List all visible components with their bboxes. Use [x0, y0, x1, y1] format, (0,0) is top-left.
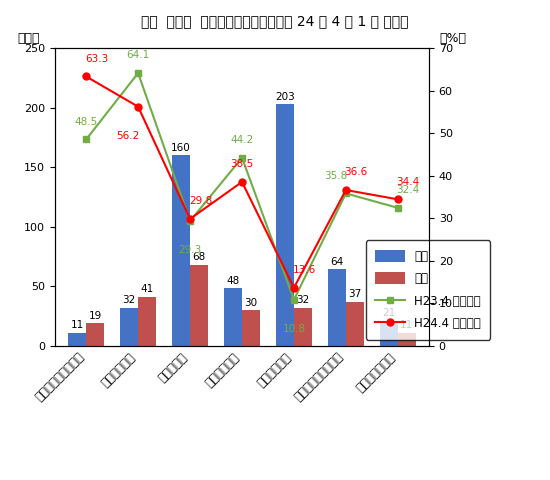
Text: 64: 64	[330, 257, 343, 267]
Bar	[294, 308, 312, 346]
Bar	[398, 333, 416, 346]
Text: 36.6: 36.6	[345, 167, 368, 177]
Text: 29.3: 29.3	[178, 245, 202, 255]
Text: 21: 21	[382, 308, 395, 318]
Text: 37: 37	[348, 289, 361, 299]
Bar	[346, 301, 364, 346]
Bar	[86, 323, 104, 346]
Text: 63.3: 63.3	[85, 54, 108, 64]
Text: 11: 11	[70, 320, 84, 330]
Bar	[138, 297, 156, 346]
Bar	[276, 104, 294, 346]
Text: 32: 32	[296, 295, 310, 305]
Text: 32: 32	[123, 295, 136, 305]
Text: 35.8: 35.8	[324, 171, 347, 180]
Text: 64.1: 64.1	[126, 50, 150, 60]
Text: 44.2: 44.2	[230, 135, 254, 145]
Bar	[242, 310, 260, 346]
Bar	[224, 288, 242, 346]
Text: 48: 48	[226, 276, 240, 286]
Bar	[190, 264, 208, 346]
Text: 32.4: 32.4	[397, 185, 420, 195]
Text: 13.6: 13.6	[293, 265, 316, 275]
Text: 30: 30	[245, 298, 257, 308]
Bar	[120, 308, 138, 346]
Text: 68: 68	[192, 252, 206, 262]
Text: （人）: （人）	[18, 32, 40, 45]
Text: 34.4: 34.4	[397, 177, 420, 187]
Bar	[68, 333, 86, 346]
Text: 29.8: 29.8	[189, 196, 212, 206]
Bar	[172, 155, 190, 346]
Text: 48.5: 48.5	[75, 117, 98, 127]
Text: 図３  大学院  学生数・女性比率（平成 24 年 4 月 1 日 現在）: 図３ 大学院 学生数・女性比率（平成 24 年 4 月 1 日 現在）	[141, 14, 409, 28]
Text: 203: 203	[275, 92, 295, 102]
Text: 38.5: 38.5	[230, 159, 254, 169]
Text: 19: 19	[89, 311, 102, 321]
Legend: 男性, 女性, H23.4 女性比率, H24.4 女性比率: 男性, 女性, H23.4 女性比率, H24.4 女性比率	[366, 240, 491, 340]
Text: 41: 41	[141, 285, 154, 294]
Text: 10.8: 10.8	[282, 324, 305, 334]
Bar	[328, 269, 346, 346]
Text: 56.2: 56.2	[116, 131, 139, 141]
Text: 160: 160	[171, 143, 191, 153]
Bar	[379, 321, 398, 346]
Text: （%）: （%）	[439, 32, 466, 45]
Text: 11: 11	[400, 320, 414, 330]
